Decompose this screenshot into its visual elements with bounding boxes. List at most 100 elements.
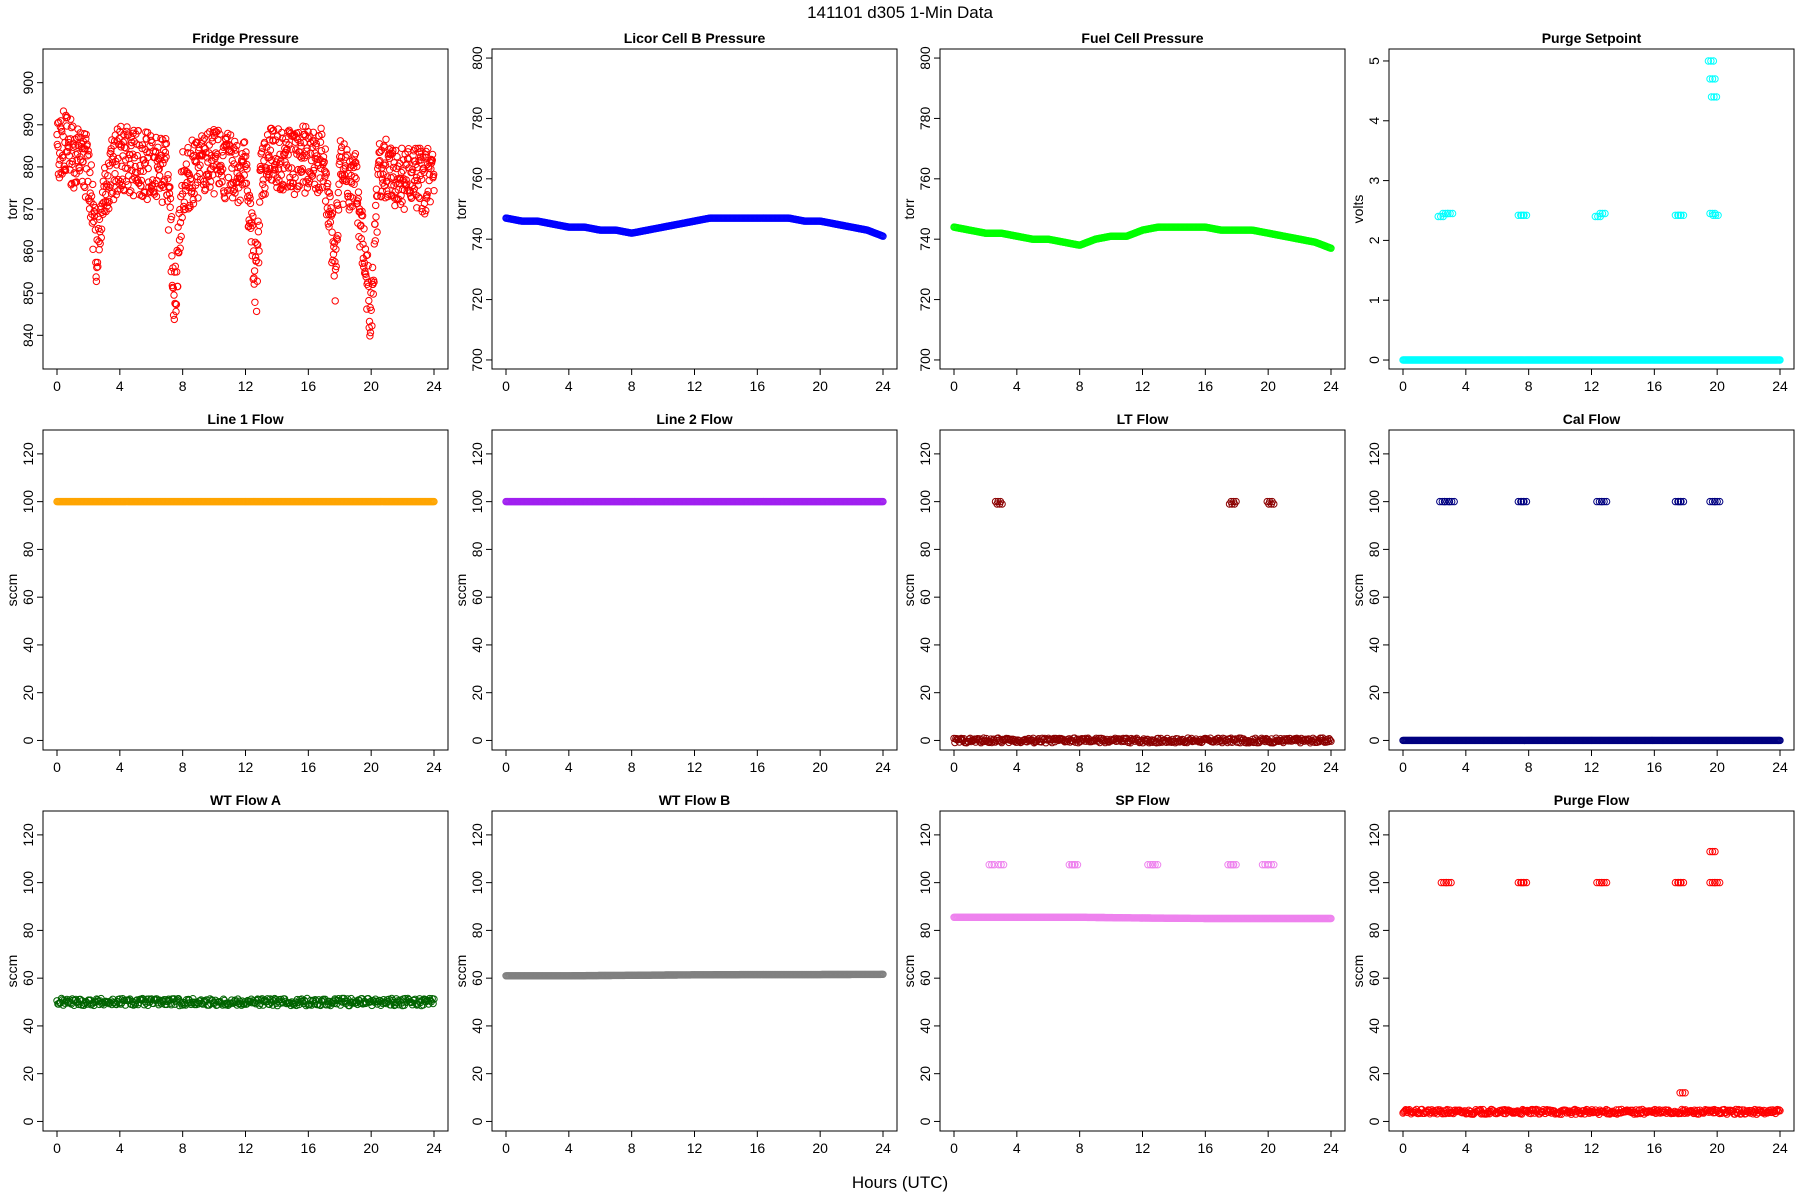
data-point xyxy=(384,190,392,198)
data-point xyxy=(200,177,208,186)
data-point xyxy=(352,175,360,183)
data-point xyxy=(351,173,359,181)
data-point xyxy=(371,237,379,245)
data-point xyxy=(137,176,146,185)
data-point xyxy=(58,127,66,136)
y-tick-label: 120 xyxy=(917,442,933,466)
series-points xyxy=(502,970,887,980)
x-tick-label: 4 xyxy=(1013,378,1021,394)
data-point xyxy=(418,175,426,184)
data-point xyxy=(140,160,149,168)
data-point xyxy=(112,191,121,199)
data-point xyxy=(97,225,106,233)
data-point xyxy=(364,282,373,290)
data-point xyxy=(319,153,328,161)
y-tick-label: 100 xyxy=(469,490,485,514)
data-point xyxy=(167,215,175,224)
data-point xyxy=(266,164,274,173)
y-axis-label: torr xyxy=(453,198,469,219)
data-point xyxy=(130,126,138,135)
data-point xyxy=(167,267,175,276)
data-point xyxy=(172,300,181,309)
y-axis-label: sccm xyxy=(453,574,469,607)
panel-title: Cal Flow xyxy=(1563,411,1621,427)
y-tick-label: 20 xyxy=(917,685,933,701)
data-point xyxy=(121,156,130,164)
data-point xyxy=(258,148,266,156)
data-point xyxy=(176,218,185,227)
data-point xyxy=(150,190,159,198)
data-point xyxy=(287,145,295,153)
y-tick-label: 40 xyxy=(20,637,36,653)
data-point xyxy=(328,228,336,236)
data-point xyxy=(231,137,239,146)
data-point xyxy=(97,233,106,242)
data-point xyxy=(303,184,312,192)
data-point xyxy=(116,177,125,186)
data-point xyxy=(226,146,234,155)
y-tick-label: 740 xyxy=(469,227,485,251)
data-point xyxy=(148,138,156,147)
y-axis-label: sccm xyxy=(453,955,469,988)
data-point xyxy=(325,223,333,231)
data-point xyxy=(411,144,420,153)
data-point xyxy=(242,148,250,156)
data-point xyxy=(253,240,261,248)
data-point xyxy=(363,251,372,259)
data-point xyxy=(84,147,92,155)
data-point xyxy=(295,182,303,190)
data-point xyxy=(326,192,334,201)
data-point xyxy=(95,215,104,224)
data-point xyxy=(266,146,275,154)
data-point xyxy=(204,158,212,166)
data-point xyxy=(243,160,251,169)
y-tick-label: 5 xyxy=(1366,57,1382,65)
data-point xyxy=(251,298,259,306)
data-point xyxy=(428,150,437,159)
panel-title: Line 2 Flow xyxy=(656,411,732,427)
data-point xyxy=(218,178,226,186)
data-point xyxy=(351,159,359,167)
data-point xyxy=(249,212,257,221)
data-point xyxy=(278,134,287,142)
data-point xyxy=(154,143,162,152)
data-point xyxy=(256,198,264,206)
data-point xyxy=(284,164,293,172)
data-point xyxy=(175,236,184,244)
x-tick-label: 8 xyxy=(1076,378,1084,394)
data-point xyxy=(351,150,360,158)
data-point xyxy=(361,267,369,276)
data-point xyxy=(152,192,161,201)
y-tick-label: 4 xyxy=(1366,117,1382,125)
data-point xyxy=(234,163,242,172)
data-point xyxy=(320,158,328,166)
x-tick-label: 24 xyxy=(1323,378,1339,394)
data-point xyxy=(159,159,167,168)
y-tick-label: 760 xyxy=(469,167,485,191)
data-point xyxy=(115,140,123,149)
data-point xyxy=(421,153,429,161)
y-tick-label: 0 xyxy=(1366,736,1382,744)
x-tick-label: 4 xyxy=(1013,759,1021,775)
data-point xyxy=(233,174,242,182)
data-point xyxy=(325,189,334,197)
data-point xyxy=(298,165,306,173)
data-point xyxy=(133,151,142,160)
data-point xyxy=(111,170,119,178)
data-point xyxy=(201,185,210,193)
data-point xyxy=(271,136,280,144)
data-point xyxy=(176,244,184,252)
y-tick-label: 60 xyxy=(917,589,933,605)
data-point xyxy=(166,194,175,203)
data-point xyxy=(167,213,176,221)
data-point xyxy=(358,207,366,216)
data-point xyxy=(137,182,145,190)
data-point xyxy=(317,124,325,133)
data-point xyxy=(181,205,190,214)
data-point xyxy=(418,208,426,216)
data-point xyxy=(342,177,351,186)
data-point xyxy=(362,251,371,260)
